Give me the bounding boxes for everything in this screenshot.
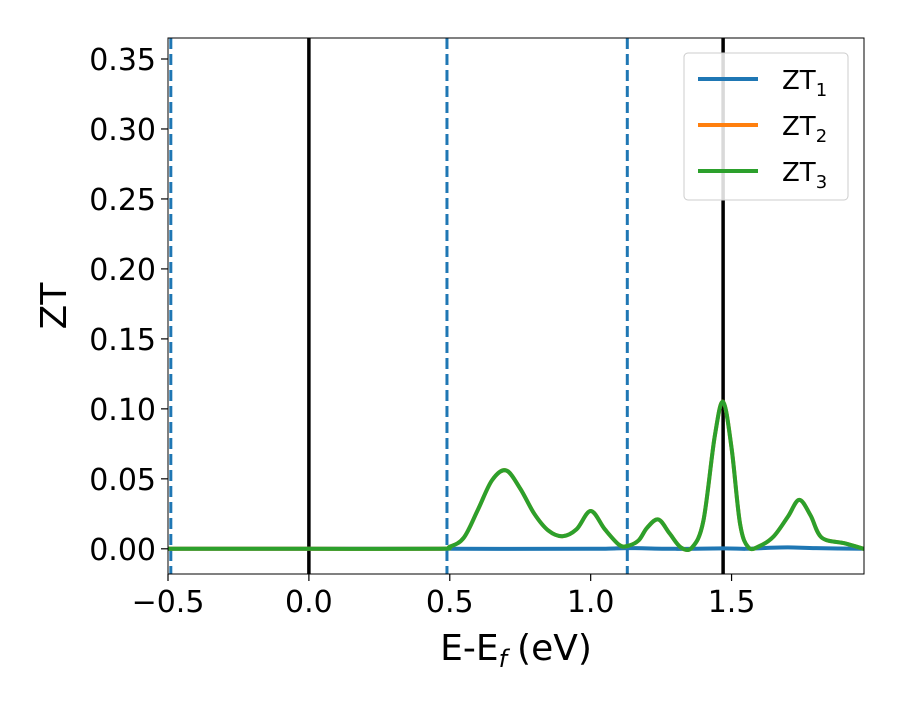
legend: ZT1 ZT2 ZT3 bbox=[683, 52, 849, 201]
y-tick-label: 0.35 bbox=[89, 43, 156, 78]
y-tick-label: 0.15 bbox=[89, 323, 156, 358]
y-tick-label: 0.25 bbox=[89, 183, 156, 218]
x-tick-label: 1.0 bbox=[567, 585, 615, 620]
x-tick-label: 0.0 bbox=[285, 585, 333, 620]
y-tick-label: 0.20 bbox=[89, 253, 156, 288]
y-tick-label: 0.05 bbox=[89, 463, 156, 498]
legend-label-zt3: ZT3 bbox=[782, 158, 827, 193]
x-axis-title: E-Ef (eV) bbox=[440, 628, 592, 673]
y-tick-label: 0.10 bbox=[89, 393, 156, 428]
x-tick-label: −0.5 bbox=[132, 585, 205, 620]
x-tick-label: 1.5 bbox=[708, 585, 756, 620]
y-tick-label: 0.00 bbox=[89, 533, 156, 568]
x-tick-label: 0.5 bbox=[426, 585, 474, 620]
y-axis-title: ZT bbox=[34, 282, 75, 330]
legend-label-zt2: ZT2 bbox=[782, 112, 827, 147]
legend-label-zt1: ZT1 bbox=[782, 66, 827, 101]
y-tick-label: 0.30 bbox=[89, 113, 156, 148]
series-line-zt3 bbox=[168, 399, 864, 552]
plot-frame bbox=[167, 37, 865, 575]
legend-box bbox=[683, 52, 849, 201]
